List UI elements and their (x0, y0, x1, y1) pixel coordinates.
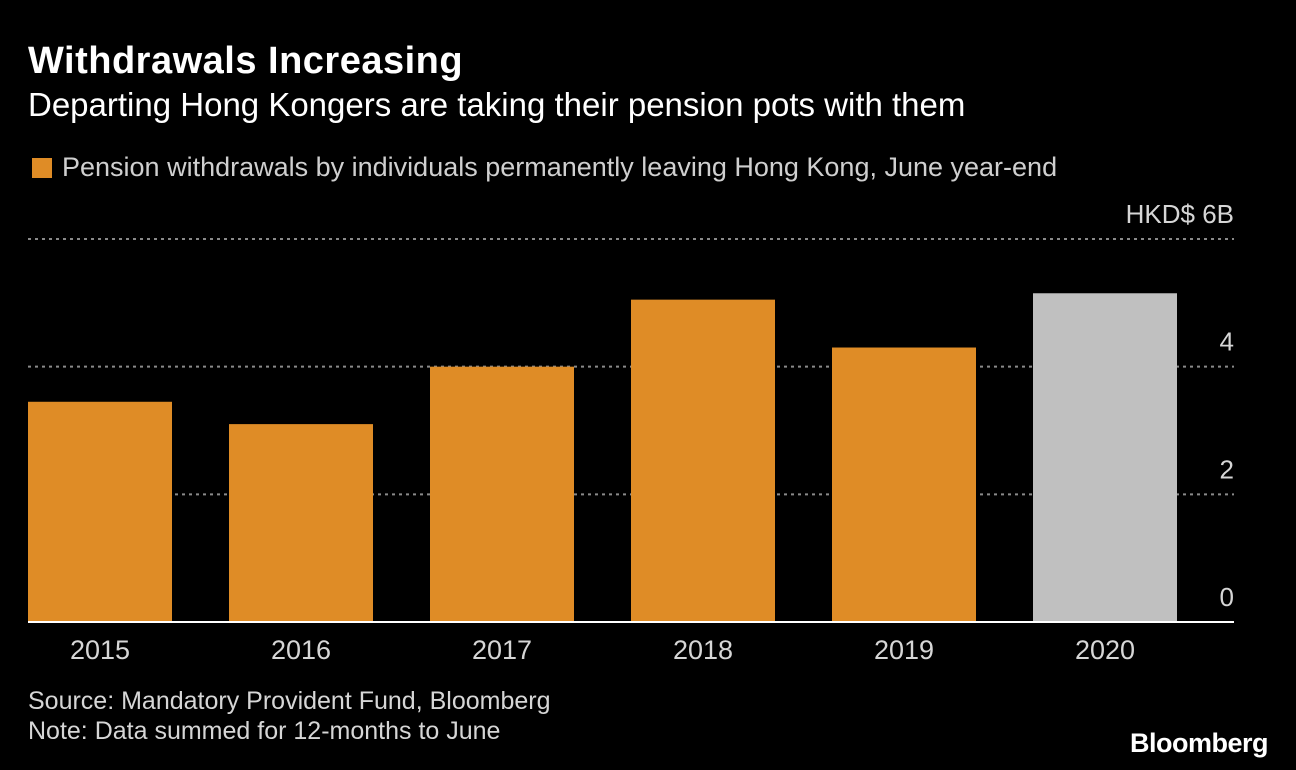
x-tick-label: 2017 (472, 635, 532, 665)
y-tick-label: 2 (1220, 454, 1234, 484)
bars (28, 293, 1177, 622)
legend-swatch (32, 157, 52, 178)
legend-label: Pension withdrawals by individuals perma… (62, 152, 1058, 182)
bar-2018 (631, 299, 775, 622)
legend: Pension withdrawals by individuals perma… (32, 152, 1057, 183)
y-tick-label: HKD$ 6B (1126, 199, 1234, 229)
bar-2019 (832, 347, 976, 622)
note-text: Note: Data summed for 12-months to June (28, 717, 501, 745)
chart-title: Withdrawals Increasing (28, 40, 464, 82)
bar-2016 (229, 424, 373, 622)
y-tick-label: 4 (1220, 327, 1234, 357)
tick-labels: 0 2 4 HKD$ 6B 2015 2016 2017 2018 2019 2020 (70, 199, 1234, 665)
x-tick-label: 2020 (1075, 635, 1135, 665)
bar-2015 (28, 401, 172, 622)
source-notes: Source: Mandatory Provident Fund, Bloomb… (28, 686, 551, 746)
x-tick-label: 2019 (874, 635, 934, 665)
chart-subtitle: Departing Hong Kongers are taking their … (28, 86, 966, 123)
y-tick-label: 0 (1220, 582, 1234, 612)
x-tick-label: 2018 (673, 635, 733, 665)
source-text: Source: Mandatory Provident Fund, Bloomb… (28, 687, 551, 715)
bar-2017 (430, 366, 574, 622)
x-tick-label: 2016 (271, 635, 331, 665)
bar-2020 (1033, 293, 1177, 622)
bloomberg-logo: Bloomberg (1129, 728, 1269, 758)
x-tick-label: 2015 (70, 635, 130, 665)
